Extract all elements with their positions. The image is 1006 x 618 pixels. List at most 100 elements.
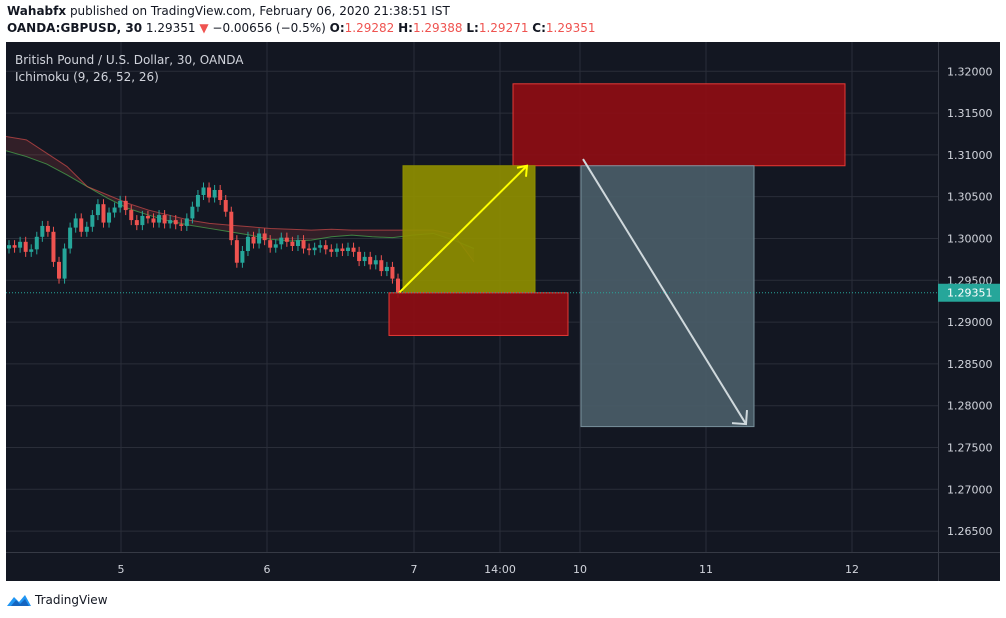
- candle-body: [45, 225, 50, 232]
- tradingview-logo-icon[interactable]: [6, 591, 32, 609]
- candle-body: [245, 236, 250, 252]
- candle-body: [129, 210, 134, 221]
- x-tick-label: 12: [845, 563, 859, 576]
- candle-body: [29, 249, 34, 252]
- current-price-label: 1.29351: [947, 287, 993, 300]
- up-arrow-head: [516, 164, 529, 177]
- high-value: 1.29388: [412, 21, 463, 35]
- sell-zone-upper: [512, 83, 846, 167]
- candle-body: [107, 212, 112, 223]
- candle-body: [140, 215, 145, 226]
- down-arrow: [582, 158, 747, 425]
- chart-panel[interactable]: 1.32000 1.31500 1.31000 1.30500 1.30000 1.295…: [6, 42, 1000, 581]
- candle-body: [190, 206, 195, 219]
- ichimoku-span-a: [6, 150, 475, 249]
- candle-body: [101, 204, 106, 223]
- brand-name[interactable]: TradingView: [35, 593, 108, 607]
- y-tick-label: 1.28000: [947, 400, 993, 413]
- price-change: −0.00656 (−0.5%): [212, 21, 326, 35]
- instrument-legend: British Pound / U.S. Dollar, 30, OANDA: [15, 53, 244, 67]
- price-chart[interactable]: 1.320001.315001.310001.305001.300001.295…: [6, 42, 1000, 581]
- symbol-label: OANDA:GBPUSD, 30: [7, 21, 143, 35]
- candle-body: [184, 218, 189, 226]
- candle-body: [151, 218, 156, 223]
- y-tick-label: 1.27000: [947, 483, 993, 496]
- candle-body: [179, 224, 184, 226]
- low-value: 1.29271: [478, 21, 529, 35]
- candle-body: [162, 215, 167, 224]
- candle-body: [396, 278, 400, 293]
- candle-body: [62, 248, 67, 279]
- indicator-legend[interactable]: Ichimoku (9, 26, 52, 26): [15, 70, 159, 84]
- change-down-icon: ▼: [199, 21, 209, 35]
- y-tick-label: 1.31500: [947, 107, 993, 120]
- candle-body: [240, 251, 245, 263]
- author-name[interactable]: Wahabfx: [7, 4, 67, 18]
- x-tick-label: 14:00: [484, 563, 516, 576]
- candle-body: [279, 237, 284, 245]
- down-arrow-head: [731, 410, 748, 426]
- candle-body: [390, 266, 395, 279]
- y-tick-label: 1.26500: [947, 525, 993, 538]
- candle-body: [301, 240, 306, 249]
- candle-body: [362, 256, 367, 262]
- x-tick-label: 10: [573, 563, 587, 576]
- low-label: L:: [466, 21, 479, 35]
- candle-body: [18, 241, 23, 248]
- candle-body: [73, 218, 78, 228]
- candle-body: [195, 195, 200, 207]
- candle-body: [234, 240, 239, 263]
- candle-body: [212, 189, 217, 198]
- candle-body: [273, 244, 278, 248]
- support-zone-lower: [388, 292, 569, 336]
- candle-body: [357, 251, 362, 262]
- open-value: 1.29282: [344, 21, 395, 35]
- y-tick-label: 1.27500: [947, 441, 993, 454]
- candle-body: [90, 215, 95, 227]
- candle-body: [223, 200, 228, 212]
- x-tick-label: 7: [411, 563, 418, 576]
- candle-body: [134, 220, 139, 226]
- candle-body: [51, 231, 56, 262]
- candle-body: [379, 260, 384, 272]
- candle-body: [323, 245, 328, 250]
- x-tick-label: 6: [264, 563, 271, 576]
- current-price-badge: [938, 283, 1000, 302]
- candle-body: [68, 227, 73, 249]
- open-label: O:: [329, 21, 345, 35]
- candle-body: [312, 247, 317, 251]
- candle-body: [12, 245, 17, 248]
- y-tick-label: 1.30500: [947, 191, 993, 204]
- candle-body: [329, 249, 334, 252]
- y-tick-label: 1.31000: [947, 149, 993, 162]
- candle-body: [290, 241, 295, 246]
- candle-body: [334, 248, 339, 252]
- candle-body: [79, 218, 84, 232]
- candle-body: [257, 233, 262, 244]
- candle-body: [307, 248, 312, 251]
- candle-body: [318, 245, 323, 248]
- candle-body: [23, 241, 28, 252]
- candle-body: [201, 187, 206, 195]
- candle-body: [368, 256, 373, 265]
- candle-body: [229, 211, 234, 241]
- x-tick-label: 5: [118, 563, 125, 576]
- candle-body: [207, 187, 212, 198]
- publish-info: published on TradingView.com, February 0…: [69, 4, 450, 18]
- x-tick-label: 11: [699, 563, 713, 576]
- candle-body: [340, 248, 345, 252]
- candle-body: [262, 233, 267, 241]
- candle-body: [145, 215, 150, 219]
- candle-body: [123, 200, 128, 211]
- buy-target-zone: [402, 165, 536, 294]
- publish-header: Wahabfx published on TradingView.com, Fe…: [7, 4, 450, 18]
- candle-body: [84, 226, 89, 232]
- ohlc-header: OANDA:GBPUSD, 30 1.29351 ▼ −0.00656 (−0.…: [7, 21, 596, 35]
- candle-body: [351, 247, 356, 252]
- ichimoku-span-b: [6, 135, 475, 263]
- candle-body: [7, 245, 11, 249]
- close-value: 1.29351: [545, 21, 596, 35]
- last-price: 1.29351: [145, 21, 196, 35]
- candle-body: [268, 240, 273, 248]
- candle-body: [218, 189, 223, 201]
